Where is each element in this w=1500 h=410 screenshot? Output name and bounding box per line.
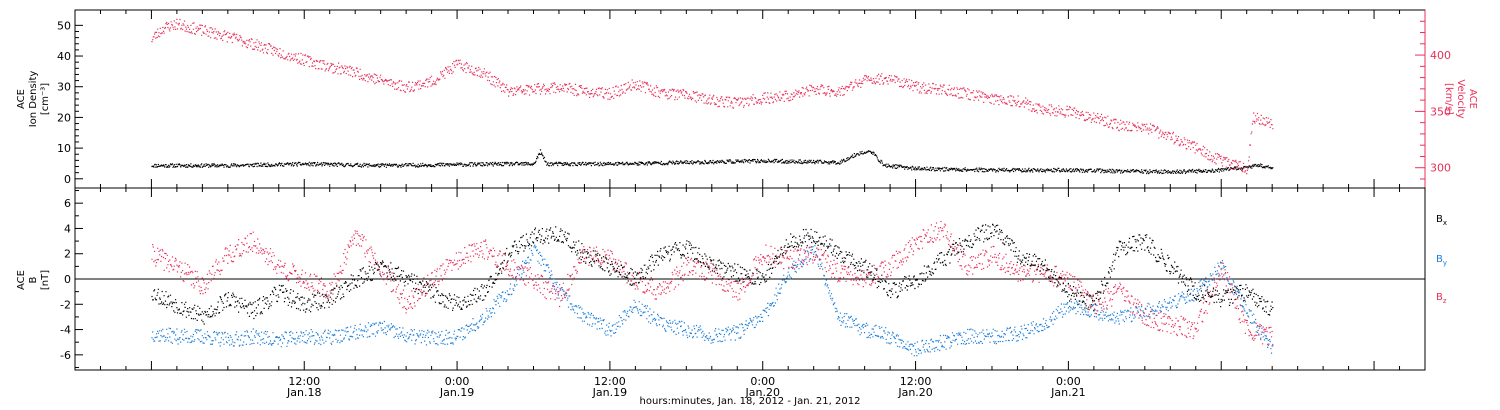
bottom-ytick-label-2: -2 <box>60 298 71 311</box>
bottom-series-by <box>151 242 1274 357</box>
top-left-ytick-label-5: 50 <box>57 19 71 32</box>
bottom-ylabel-line2: B <box>28 276 39 283</box>
x-axis-title: hours:minutes, Jan. 18, 2012 - Jan. 21, … <box>640 396 861 407</box>
bottom-series-by-points <box>151 242 1274 357</box>
bottom-series-bx-points <box>151 223 1274 325</box>
x-axis: 12:00Jan.180:00Jan.1912:00Jan.190:00Jan.… <box>99 10 1401 399</box>
top-left-ytick-label-4: 40 <box>57 50 71 63</box>
legend-by: By <box>1436 254 1447 267</box>
x-tick-time-1: 0:00 <box>445 375 470 388</box>
bottom-series-bz <box>151 220 1274 347</box>
top-series-density-points <box>151 149 1274 175</box>
top-series-density <box>151 149 1274 175</box>
x-tick-date-2: Jan.19 <box>592 386 627 399</box>
legend-bz-sub: z <box>1443 297 1447 305</box>
legend-bz: Bz <box>1436 292 1447 305</box>
x-tick-date-0: Jan.18 <box>286 386 321 399</box>
top-right-ylabel-line3: [km/s] <box>1443 83 1454 115</box>
bottom-ytick-label-4: 2 <box>64 248 71 261</box>
bottom-ytick-label-0: -6 <box>60 349 71 362</box>
top-series-velocity-points <box>151 18 1274 175</box>
bottom-ylabel-line3: [nT] <box>40 270 51 290</box>
bottom-series-bx <box>151 223 1274 325</box>
top-right-ytick-label-0: 300 <box>1430 162 1451 175</box>
x-tick-time-5: 0:00 <box>1056 375 1081 388</box>
x-tick-time-0: 12:00 <box>288 375 320 388</box>
x-tick-date-4: Jan.20 <box>897 386 932 399</box>
legend-bx: Bx <box>1436 214 1447 227</box>
top-panel-marks: 0 10 20 30 40 50 300 350 400 <box>57 10 1451 188</box>
top-series-velocity <box>151 18 1274 175</box>
bottom-panel: -6 -4 -2 0 2 4 6 ACE B [nT] Bx By Bz <box>16 187 1447 371</box>
top-left-ylabel-line1: ACE <box>16 89 27 109</box>
top-right-ylabel-line1: ACE <box>1467 89 1478 109</box>
top-right-ytick-label-2: 400 <box>1430 49 1451 62</box>
bottom-ytick-label-3: 0 <box>64 273 71 286</box>
top-right-ytick-label-1: 350 <box>1430 105 1451 118</box>
x-tick-time-4: 12:00 <box>900 375 932 388</box>
legend-by-label: B <box>1436 254 1443 265</box>
top-left-ylabel-line2: Ion Density <box>28 71 39 128</box>
bottom-ytick-label-1: -4 <box>60 324 71 337</box>
x-tick-time-2: 12:00 <box>594 375 626 388</box>
top-left-ytick-label-1: 10 <box>57 142 71 155</box>
bottom-series-bz-points <box>151 220 1274 347</box>
bottom-ytick-label-5: 4 <box>64 222 71 235</box>
legend-by-sub: y <box>1443 259 1447 267</box>
top-left-ytick-label-0: 0 <box>64 173 71 186</box>
legend-bz-label: B <box>1436 292 1443 303</box>
bottom-ylabel-line1: ACE <box>16 270 27 290</box>
bottom-panel-marks: -6 -4 -2 0 2 4 6 <box>60 190 1425 368</box>
legend: Bx By Bz <box>1436 214 1447 305</box>
x-tick-date-3: Jan.20 <box>745 386 780 399</box>
top-left-ytick-label-3: 30 <box>57 81 71 94</box>
bottom-ytick-label-6: 6 <box>64 197 71 210</box>
x-tick-time-3: 0:00 <box>750 375 775 388</box>
top-panel: 0 10 20 30 40 50 300 350 400 ACE Ion Density [cm… <box>16 9 1478 189</box>
top-right-ylabel-line2: Velocity <box>1455 79 1466 118</box>
legend-bx-label: B <box>1436 214 1443 225</box>
top-left-ylabel-line3: [cm⁻³] <box>40 83 51 115</box>
top-left-ytick-label-2: 20 <box>57 111 71 124</box>
legend-bx-sub: x <box>1443 219 1447 227</box>
x-tick-date-1: Jan.19 <box>439 386 474 399</box>
x-tick-date-5: Jan.21 <box>1050 386 1085 399</box>
